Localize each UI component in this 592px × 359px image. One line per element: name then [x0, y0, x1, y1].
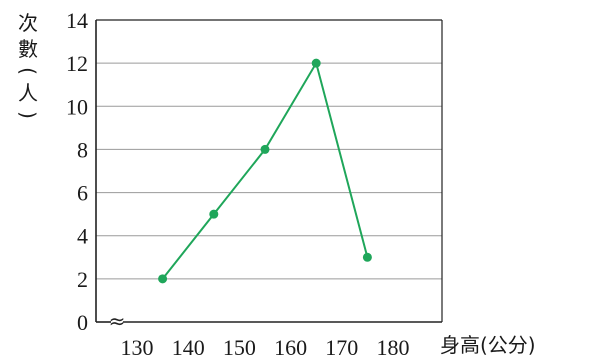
x-tick-label-130: 130: [121, 335, 154, 359]
x-axis-title: 身高(公分): [440, 333, 536, 357]
data-point-175: [362, 252, 372, 262]
axis-break-mark: ≈: [109, 309, 126, 333]
y-tick-label-14: 14: [66, 8, 88, 33]
x-tick-label-170: 170: [325, 335, 358, 359]
axis-titles: 身高(公分) 次數 ( 人): [16, 11, 536, 357]
y-tick-label-2: 2: [77, 267, 88, 292]
data-point-145: [209, 209, 219, 219]
x-tick-labels: 130 140 150 160 170 180: [121, 335, 410, 359]
y-tick-label-8: 8: [77, 137, 88, 162]
y-axis-title-char-2: (: [16, 67, 40, 75]
x-tick-label-150: 150: [223, 335, 256, 359]
axes: ≈: [95, 19, 443, 333]
x-tick-label-180: 180: [377, 335, 410, 359]
x-tick-label-140: 140: [172, 335, 205, 359]
y-tick-label-4: 4: [77, 224, 88, 249]
y-axis-title-char-0: 次: [18, 11, 38, 35]
x-tick-label-160: 160: [274, 335, 307, 359]
series-frequency: [158, 58, 372, 284]
y-tick-labels: 0 2 4 6 8 10 12 14: [66, 8, 88, 335]
y-axis-title-char-3: 人: [18, 81, 38, 105]
y-axis-title-char-1: 數: [18, 37, 38, 61]
data-point-135: [158, 274, 168, 284]
y-tick-label-0: 0: [77, 310, 88, 335]
data-point-155: [260, 144, 270, 154]
series-line: [161, 60, 369, 280]
data-point-165: [311, 58, 321, 68]
y-tick-label-6: 6: [77, 181, 88, 206]
y-tick-label-10: 10: [66, 94, 88, 119]
y-tick-label-12: 12: [66, 51, 88, 76]
y-axis-title-char-4: ): [16, 111, 40, 119]
